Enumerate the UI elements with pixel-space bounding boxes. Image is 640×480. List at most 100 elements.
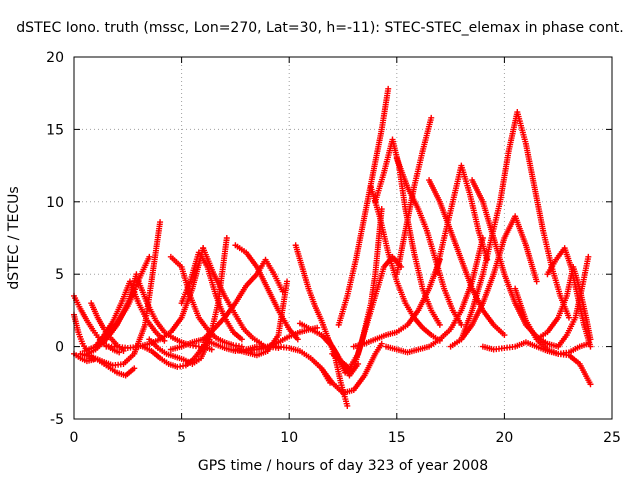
data-point-trail — [377, 215, 391, 254]
plot-frame — [73, 56, 613, 420]
data-point-trail — [361, 172, 376, 218]
data-point-trail — [482, 344, 495, 352]
data-point — [157, 219, 164, 226]
data-point-trail — [420, 287, 434, 312]
data-point-trail — [493, 345, 505, 353]
data-point-trail — [531, 186, 546, 232]
x-tick-label: 15 — [388, 430, 406, 446]
data-point-trail — [319, 319, 331, 339]
data-point-trail — [167, 361, 179, 370]
data-point-trail — [79, 356, 88, 364]
data-point-trail — [89, 302, 100, 319]
data-point-trail — [429, 309, 442, 326]
data-point-trail — [405, 309, 420, 327]
data-point-trail — [88, 355, 98, 363]
data-point-trail — [136, 255, 152, 281]
data-point-trail — [344, 258, 359, 297]
data-point — [223, 235, 230, 241]
data-point — [120, 347, 127, 354]
data-point — [133, 271, 140, 278]
x-tick-label: 10 — [280, 430, 298, 446]
data-point-trail — [540, 230, 555, 268]
data-point-trail — [145, 319, 158, 334]
data-point-trail — [420, 117, 434, 152]
data-point-trail — [213, 341, 226, 351]
data-series-arc — [432, 162, 491, 278]
data-point — [146, 253, 153, 260]
data-point-trail — [81, 343, 89, 352]
data-point-trail — [197, 316, 209, 331]
data-point-trail — [545, 258, 558, 276]
data-point-trail — [353, 215, 368, 261]
data-point-trail — [159, 356, 170, 366]
data-point-trail — [506, 111, 520, 152]
data-point-trail — [157, 346, 168, 356]
y-tick-label: 20 — [46, 50, 64, 66]
data-point-trail — [459, 258, 475, 290]
data-point-trail — [364, 295, 378, 326]
data-point — [284, 278, 291, 285]
data-point-trail — [394, 280, 408, 304]
data-series-arc — [447, 213, 540, 350]
data-point-trail — [514, 111, 529, 145]
data-point — [116, 349, 123, 356]
data-series-arc — [479, 339, 592, 357]
data-series-arc — [367, 184, 443, 344]
data-point-trail — [562, 247, 574, 268]
data-series-arc — [372, 136, 443, 328]
data-point-trail — [370, 128, 385, 174]
data-point-trail — [179, 280, 193, 304]
data-point — [344, 402, 351, 409]
x-tick-label: 0 — [70, 430, 79, 446]
data-point-trail — [154, 319, 166, 334]
data-point-trail — [428, 337, 441, 349]
data-point-trail — [372, 266, 387, 297]
data-point-trail — [266, 340, 280, 349]
data-series-arc — [139, 329, 213, 370]
data-point-trail — [469, 273, 486, 312]
y-tick-label: 5 — [55, 267, 64, 283]
data-point-trail — [355, 324, 370, 355]
data-point-trail — [326, 338, 339, 355]
data-point-trail — [169, 344, 183, 352]
data-point-trail — [467, 193, 482, 232]
data-series-arc — [167, 253, 245, 350]
data-point-trail — [96, 358, 108, 367]
data-point-trail — [470, 302, 485, 326]
data-point-trail — [412, 316, 425, 330]
data-point-trail — [122, 352, 136, 366]
data-point-trail — [169, 316, 184, 334]
data-point-trail — [372, 172, 387, 203]
data-point-trail — [564, 316, 578, 336]
data-point-trail — [572, 287, 585, 319]
data-point-trail — [497, 150, 512, 203]
data-point-trail — [169, 255, 183, 269]
data-point-trail — [312, 305, 324, 322]
data-point-trail — [545, 316, 560, 334]
data-point-trail — [438, 327, 452, 341]
data-point-trail — [427, 179, 442, 203]
data-point-trail — [433, 237, 447, 275]
y-axis-label: dSTEC / TECUs — [6, 186, 22, 289]
y-tick-label: -5 — [50, 412, 64, 428]
data-point-trail — [411, 251, 426, 290]
data-point — [585, 253, 592, 260]
data-point-trail — [223, 339, 235, 348]
data-point-trail — [395, 323, 409, 334]
data-point-trail — [385, 329, 398, 338]
data-point-trail — [449, 337, 463, 349]
data-point-trail — [299, 321, 312, 332]
data-point-trail — [105, 343, 118, 350]
data-series-arc — [458, 109, 572, 343]
data-point-trail — [578, 341, 590, 349]
data-point-trail — [150, 349, 162, 360]
data-point — [294, 336, 301, 343]
y-tick-label: 0 — [55, 340, 64, 356]
data-point-trail — [406, 347, 420, 355]
data-point-trail — [94, 338, 108, 351]
data-point-trail — [102, 320, 115, 337]
data-point-trail — [105, 363, 118, 375]
data-point-trail — [309, 356, 323, 370]
data-point-trail — [577, 363, 593, 386]
data-point-trail — [512, 287, 529, 322]
